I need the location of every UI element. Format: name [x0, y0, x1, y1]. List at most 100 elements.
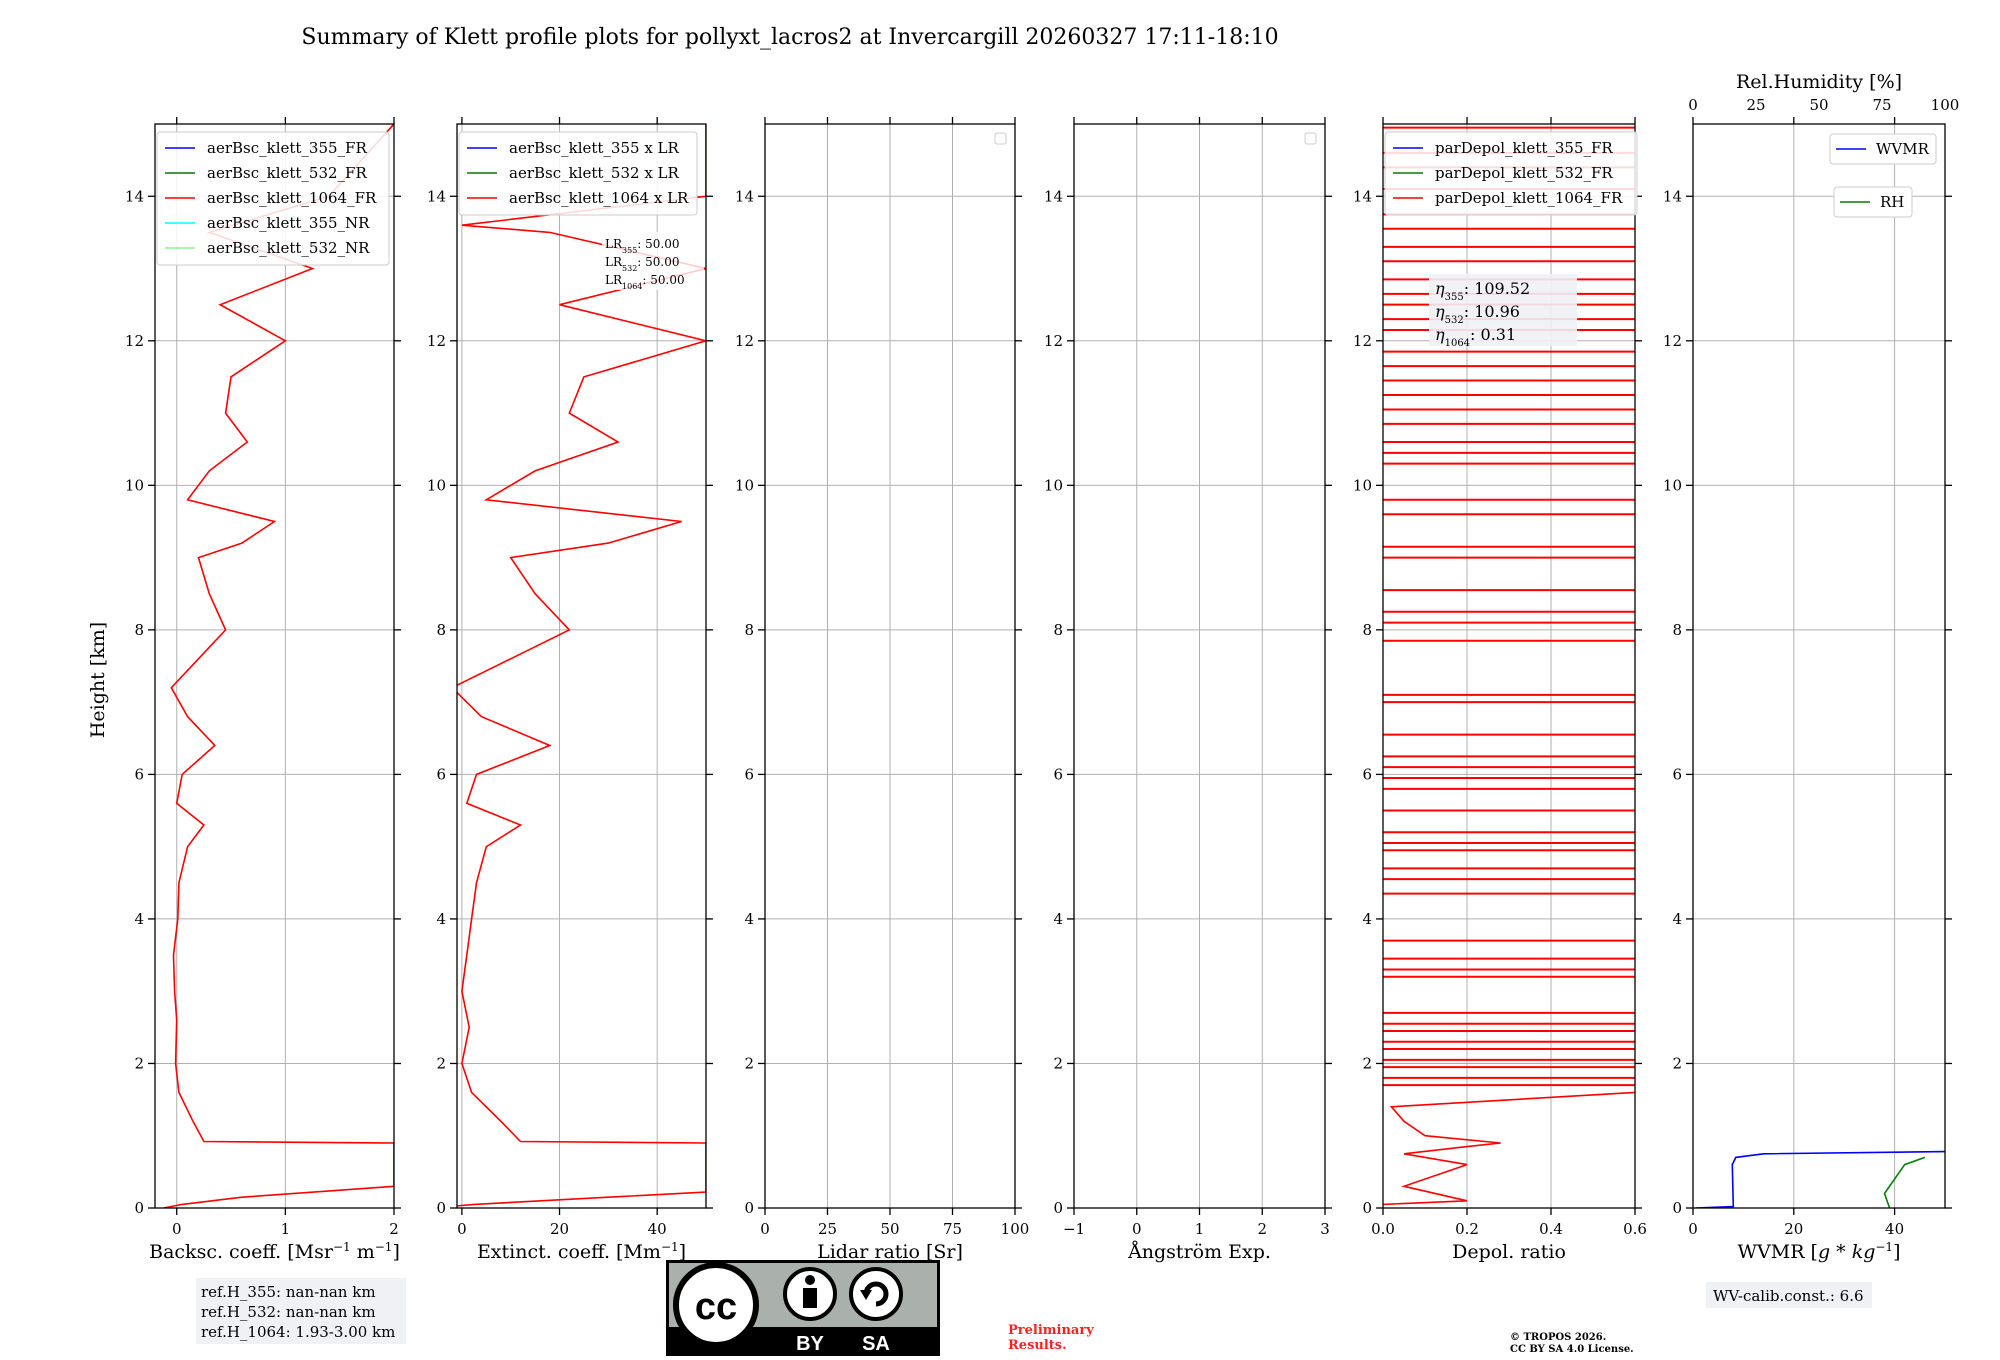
sa-share-alike-icon — [849, 1267, 903, 1321]
lidar-ratio-label: LR355: 50.00 — [605, 237, 680, 255]
x-tick-label: 2 — [389, 1220, 399, 1238]
x-tick-label: 50 — [880, 1220, 899, 1238]
y-tick-label: 10 — [1044, 476, 1063, 494]
x-axis-label: Ångström Exp. — [1127, 1241, 1271, 1263]
y-tick-label: 14 — [735, 187, 754, 205]
y-tick-label: 6 — [744, 765, 754, 783]
rh-tick-label: 25 — [1746, 96, 1765, 114]
y-tick-label: 4 — [436, 910, 446, 928]
y-tick-label: 10 — [1353, 476, 1372, 494]
y-tick-label: 10 — [1663, 476, 1682, 494]
legend-label: WVMR — [1876, 140, 1930, 158]
y-tick-label: 4 — [744, 910, 754, 928]
data-area — [457, 124, 706, 1207]
rh-tick-label: 50 — [1809, 96, 1828, 114]
y-tick-label: 4 — [1672, 910, 1682, 928]
lidar-ratio-label: LR1064: 50.00 — [605, 273, 685, 291]
legend-label: aerBsc_klett_532_NR — [207, 239, 370, 257]
y-tick-label: 6 — [1672, 765, 1682, 783]
y-tick-label: 0 — [1362, 1199, 1372, 1217]
eta-calibration-label: η532: 10.96 — [1435, 302, 1520, 326]
y-tick-label: 0 — [744, 1199, 754, 1217]
y-tick-label: 10 — [427, 476, 446, 494]
ref-height-355: ref.H_355: nan-nan km — [201, 1283, 376, 1301]
x-tick-label: 20 — [1784, 1220, 1803, 1238]
legend-box — [458, 131, 698, 216]
x-tick-label: 0 — [1132, 1220, 1142, 1238]
eta-calibration-label: η1064: 0.31 — [1435, 325, 1516, 349]
x-tick-label: 0.0 — [1371, 1220, 1395, 1238]
y-tick-label: 14 — [125, 187, 144, 205]
x-axis-label: Lidar ratio [Sr] — [817, 1241, 963, 1263]
series-line-RH — [1883, 1156, 1926, 1208]
panel-extinction: 0 20 40 0 2 4 6 8 10 12 14 Extinct. coeff. [Mm−1] ae… — [427, 117, 713, 1263]
cc-text: cc — [695, 1286, 737, 1328]
x-tick-label: 1 — [281, 1220, 291, 1238]
ref-height-1064: ref.H_1064: 1.93-3.00 km — [201, 1323, 395, 1341]
y-tick-label: 0 — [436, 1199, 446, 1217]
x-axis-label: Depol. ratio — [1452, 1241, 1566, 1263]
ref-height-532: ref.H_532: nan-nan km — [201, 1303, 376, 1321]
legend-box — [1384, 131, 1638, 216]
cc-icon — [673, 1262, 759, 1348]
legend-label: parDepol_klett_355_FR — [1435, 139, 1613, 157]
x-tick-label: 2 — [1257, 1220, 1267, 1238]
x-tick-label: 100 — [1001, 1220, 1030, 1238]
y-tick-label: 10 — [125, 476, 144, 494]
y-tick-label: 14 — [1663, 187, 1682, 205]
wv-calib-box: WV-calib.const.: 6.6 — [1706, 1282, 1872, 1308]
eta-box — [1429, 274, 1577, 346]
rh-tick-label: 0 — [1688, 96, 1698, 114]
lidar-ratio-label: LR532: 50.00 — [605, 255, 680, 273]
sa-label: SA — [862, 1333, 890, 1355]
legend-label: aerBsc_klett_355 x LR — [509, 139, 680, 157]
legend-label: aerBsc_klett_532_FR — [207, 164, 367, 182]
y-tick-label: 8 — [1672, 621, 1682, 639]
x-tick-label: 0.4 — [1539, 1220, 1563, 1238]
x-tick-label: 75 — [943, 1220, 962, 1238]
y-tick-label: 0 — [1672, 1199, 1682, 1217]
y-tick-label: 8 — [134, 621, 144, 639]
y-tick-label: 12 — [125, 332, 144, 350]
y-tick-label: 2 — [1672, 1054, 1682, 1072]
y-tick-label: 14 — [427, 187, 446, 205]
data-area — [1383, 126, 1635, 1206]
legend-label: aerBsc_klett_532 x LR — [509, 164, 680, 182]
x-tick-label: 20 — [550, 1220, 569, 1238]
x-tick-label: 25 — [818, 1220, 837, 1238]
lr-box — [602, 232, 704, 290]
y-tick-label: 8 — [1362, 621, 1372, 639]
y-tick-label: 0 — [134, 1199, 144, 1217]
x-tick-label: 0.6 — [1623, 1220, 1647, 1238]
x-tick-label: 0 — [1688, 1220, 1698, 1238]
rh-tick-label: 100 — [1931, 96, 1960, 114]
y-tick-label: 6 — [134, 765, 144, 783]
y-tick-label: 0 — [1053, 1199, 1063, 1217]
y-tick-label: 4 — [1053, 910, 1063, 928]
y-tick-label: 8 — [1053, 621, 1063, 639]
x-axis-label: Extinct. coeff. [Mm−1] — [477, 1240, 686, 1263]
data-area — [1695, 1150, 1945, 1208]
panel-wvmr: 0 20 40 0 2 4 6 8 10 12 14 WVMR [g * kg−1] 0 25 50 75 10… — [1663, 71, 1959, 1263]
x-axis-label: Backsc. coeff. [Msr−1 m−1] — [149, 1240, 400, 1263]
legend-label: parDepol_klett_1064_FR — [1435, 189, 1623, 207]
y-tick-label: 8 — [744, 621, 754, 639]
y-tick-label: 6 — [436, 765, 446, 783]
legend-label: aerBsc_klett_355_NR — [207, 214, 370, 232]
legend-label: RH — [1880, 193, 1904, 211]
x-axis-label: WVMR [g * kg−1] — [1737, 1240, 1900, 1263]
y-tick-label: 8 — [436, 621, 446, 639]
by-label: BY — [796, 1333, 824, 1355]
panel-lidar_ratio: 0 25 50 75 100 0 2 4 6 8 10 12 14 Lidar ratio [Sr] — [735, 117, 1029, 1263]
x-tick-label: 0 — [760, 1220, 770, 1238]
series-line-aerBsc_klett_1064_FR — [163, 124, 394, 1208]
preliminary-label-1: Preliminary — [1008, 1323, 1094, 1338]
rh-tick-label: 75 — [1872, 96, 1891, 114]
x-tick-label: 40 — [1885, 1220, 1904, 1238]
figure-title: Summary of Klett profile plots for polly… — [301, 25, 1278, 50]
rh-axis-label: Rel.Humidity [%] — [1736, 71, 1902, 93]
legend-label: aerBsc_klett_1064 x LR — [509, 189, 689, 207]
y-tick-label: 6 — [1362, 765, 1372, 783]
